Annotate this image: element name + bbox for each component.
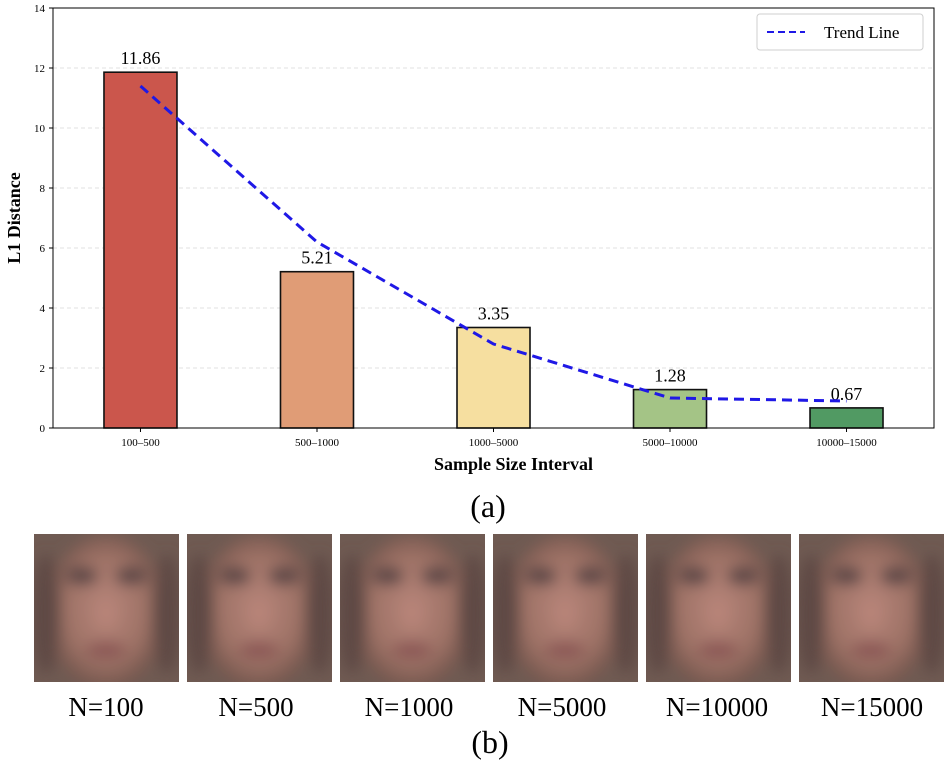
legend-box (756, 13, 924, 51)
y-tick-label: 2 (40, 363, 46, 375)
face-image-2 (187, 534, 332, 682)
bar-5000–10000 (632, 388, 708, 429)
caption-b: (b) (471, 724, 509, 760)
face-image-5 (646, 534, 791, 682)
face-image-6 (799, 534, 944, 682)
face-drawing (187, 534, 332, 682)
bar-500–1000 (279, 270, 355, 429)
face-label-5: N=10000 (665, 692, 769, 722)
face-drawing (493, 534, 638, 682)
bar-10000–15000 (809, 407, 884, 429)
y-tick-label: 12 (34, 63, 45, 75)
x-axis-label: Sample Size Interval (434, 454, 593, 474)
y-tick-label: 4 (40, 303, 46, 315)
x-tick-label: 1000–5000 (469, 437, 519, 449)
face-label-6: N=15000 (820, 692, 924, 722)
face-label-4: N=5000 (517, 692, 607, 722)
y-tick-label: 8 (40, 183, 46, 195)
face-image-1 (34, 534, 179, 682)
face-drawing (646, 534, 791, 682)
x-tick-label: 100–500 (121, 437, 160, 449)
y-tick-label: 6 (40, 243, 46, 255)
caption-a: (a) (470, 488, 506, 524)
y-tick-label: 14 (34, 3, 46, 15)
face-drawing (34, 534, 179, 682)
face-drawing (799, 534, 944, 682)
value-label: 11.86 (121, 48, 161, 68)
face-image-4 (493, 534, 638, 682)
face-label-3: N=1000 (364, 692, 454, 722)
x-tick-label: 10000–15000 (816, 437, 877, 449)
x-tick-label: 5000–10000 (643, 437, 699, 449)
y-tick-label: 0 (40, 423, 46, 435)
face-drawing (340, 534, 485, 682)
plot-frame (52, 7, 935, 429)
bar-chart: 0 2 4 6 8 10 12 14 11.86 100–500 5.21 500–1000 3.35 1… (4, 3, 935, 474)
y-tick-label: 10 (34, 123, 46, 135)
x-tick-label: 500–1000 (295, 437, 340, 449)
value-label: 1.28 (654, 366, 686, 386)
face-label-2: N=500 (218, 692, 294, 722)
value-label: 5.21 (301, 248, 333, 268)
face-image-3 (340, 534, 485, 682)
face-label-1: N=100 (68, 692, 144, 722)
value-label: 3.35 (478, 304, 510, 324)
trend-line (139, 84, 847, 403)
value-label: 0.67 (831, 384, 863, 404)
y-axis-label: L1 Distance (4, 172, 24, 264)
face-strip (0, 534, 948, 694)
legend-label: Trend Line (824, 23, 899, 42)
bar-100–500 (103, 71, 178, 429)
